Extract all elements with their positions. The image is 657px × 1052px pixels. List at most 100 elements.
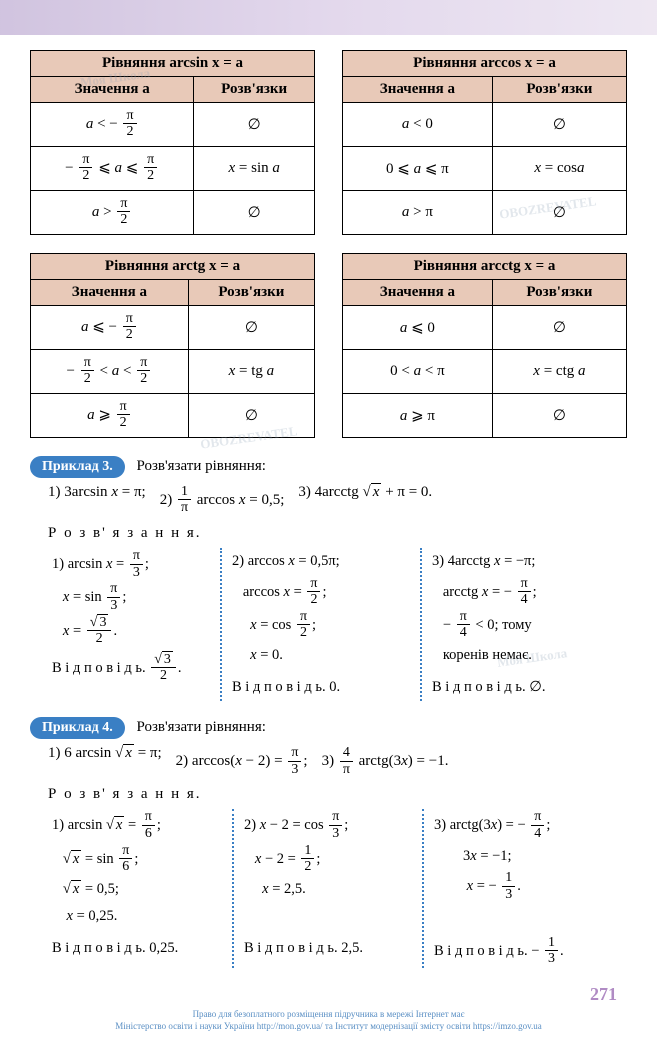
top-banner [0,0,657,35]
cell: a ⩽ 0 [343,306,493,350]
footer-text: Право для безоплатного розміщення підруч… [30,1009,627,1032]
col-header: Значення a [343,280,493,306]
footer-line: Міністерство освіти і науки України http… [30,1021,627,1033]
solution-col-3: 3) arctg(3x) = − π4; 3x = −1; x = − 13. … [422,809,622,968]
sol-line: 2) arccos x = 0,5π; [232,548,410,576]
cell: x = sin a [194,147,315,191]
textbook-page: Моя Школа OBOZREVATEL OBOZREVATEL Моя Шк… [0,0,657,1052]
table-arctg: Рівняння arctg x = a Значення a Розв'язк… [30,253,315,438]
cell: x = ctg a [492,350,626,394]
solution-label: Р о з в' я з а н н я. [48,786,627,803]
problem-item: 1) 6 arcsin √x = π; [48,745,162,778]
example-task: Розв'язати рівняння: [137,458,266,474]
cell: a > π2 [31,191,194,235]
sol-line: arcctg x = − π4; [432,576,610,609]
table-title: Рівняння arctg x = a [31,254,315,280]
sol-line: x = cos π2; [232,609,410,642]
cell: a < 0 [343,103,493,147]
cell: x = tg a [188,350,314,394]
sol-line: √x = 0,5; [52,876,222,904]
sol-line: коренів немає. [432,642,610,670]
sol-line: − π4 < 0; тому [432,609,610,642]
sol-line [244,903,412,931]
solutions-row: 1) arcsin √x = π6; √x = sin π6; √x = 0,5… [42,809,627,968]
answer-line: В і д п о в і д ь. 0,25. [52,935,222,963]
sol-line: x = sin π3; [52,581,210,614]
example-badge: Приклад 3. [30,456,125,478]
solution-col-1: 1) arcsin √x = π6; √x = sin π6; √x = 0,5… [42,809,232,968]
answer-line: В і д п о в і д ь. √32. [52,652,210,685]
problem-item: 2) arccos(x − 2) = π3; [176,745,308,778]
cell: a ⩽ − π2 [31,306,189,350]
table-title: Рівняння arcsin x = a [31,51,315,77]
col-header: Розв'язки [492,77,626,103]
answer-line: В і д п о в і д ь. − 13. [434,935,612,968]
page-number: 271 [30,984,627,1005]
example-4: Приклад 4. Розв'язати рівняння: 1) 6 arc… [30,717,627,968]
cell: ∅ [188,394,314,438]
col-header: Розв'язки [492,280,626,306]
example-task: Розв'язати рівняння: [137,719,266,735]
sol-line: 3x = −1; [434,843,612,871]
cell: ∅ [188,306,314,350]
cell: ∅ [492,191,626,235]
sol-line: √x = sin π6; [52,843,222,876]
cell: ∅ [492,103,626,147]
cell: x = cosa [492,147,626,191]
sol-line: x = 0,25. [52,903,222,931]
cell: ∅ [492,394,626,438]
sol-line: x = 0. [232,642,410,670]
col-header: Розв'язки [188,280,314,306]
sol-line: 1) arcsin √x = π6; [52,809,222,842]
cell: a < − π2 [31,103,194,147]
solution-label: Р о з в' я з а н н я. [48,525,627,542]
sol-line: arccos x = π2; [232,576,410,609]
col-header: Розв'язки [194,77,315,103]
sol-line: x = − 13. [434,870,612,903]
table-arccos: Рівняння arccos x = a Значення a Розв'яз… [342,50,627,235]
example-badge: Приклад 4. [30,717,125,739]
table-title: Рівняння arcctg x = a [343,254,627,280]
sol-line: 3) 4arcctg x = −π; [432,548,610,576]
answer-line: В і д п о в і д ь. ∅. [432,674,610,702]
col-header: Значення a [31,280,189,306]
problem-item: 3) 4arcctg √x + π = 0. [298,484,432,517]
sol-line: x − 2 = 12; [244,843,412,876]
example-3: Приклад 3. Розв'язати рівняння: 1) 3arcs… [30,456,627,701]
cell: a ⩾ π [343,394,493,438]
cell: a > π [343,191,493,235]
solution-col-1: 1) arcsin x = π3; x = sin π3; x = √32. В… [42,548,220,701]
problem-row: 1) 6 arcsin √x = π; 2) arccos(x − 2) = π… [48,745,627,778]
cell: − π2 < a < π2 [31,350,189,394]
col-header: Значення a [343,77,493,103]
cell: ∅ [194,191,315,235]
problem-row: 1) 3arcsin x = π; 2) 1π arccos x = 0,5; … [48,484,627,517]
solution-col-2: 2) x − 2 = cos π3; x − 2 = 12; x = 2,5. … [232,809,422,968]
table-arcctg: Рівняння arcctg x = a Значення a Розв'яз… [342,253,627,438]
sol-line: 3) arctg(3x) = − π4; [434,809,612,842]
answer-line: В і д п о в і д ь. 2,5. [244,935,412,963]
problem-item: 3) 4π arctg(3x) = −1. [322,745,449,778]
problem-item: 1) 3arcsin x = π; [48,484,146,517]
tables-row-2: Рівняння arctg x = a Значення a Розв'язк… [30,253,627,438]
sol-line: 1) arcsin x = π3; [52,548,210,581]
answer-line: В і д п о в і д ь. 0. [232,674,410,702]
sol-line [434,903,612,931]
sol-line: 2) x − 2 = cos π3; [244,809,412,842]
sol-line: x = √32. [52,615,210,648]
table-title: Рівняння arccos x = a [343,51,627,77]
solution-col-2: 2) arccos x = 0,5π; arccos x = π2; x = c… [220,548,420,701]
sol-line: x = 2,5. [244,876,412,904]
problem-item: 2) 1π arccos x = 0,5; [160,484,285,517]
footer-line: Право для безоплатного розміщення підруч… [30,1009,627,1021]
cell: − π2 ⩽ a ⩽ π2 [31,147,194,191]
col-header: Значення a [31,77,194,103]
solution-col-3: 3) 4arcctg x = −π; arcctg x = − π4; − π4… [420,548,620,701]
cell: a ⩾ π2 [31,394,189,438]
cell: 0 ⩽ a ⩽ π [343,147,493,191]
cell: ∅ [492,306,626,350]
cell: ∅ [194,103,315,147]
tables-row-1: Рівняння arcsin x = a Значення a Розв'яз… [30,50,627,235]
cell: 0 < a < π [343,350,493,394]
solutions-row: 1) arcsin x = π3; x = sin π3; x = √32. В… [42,548,627,701]
